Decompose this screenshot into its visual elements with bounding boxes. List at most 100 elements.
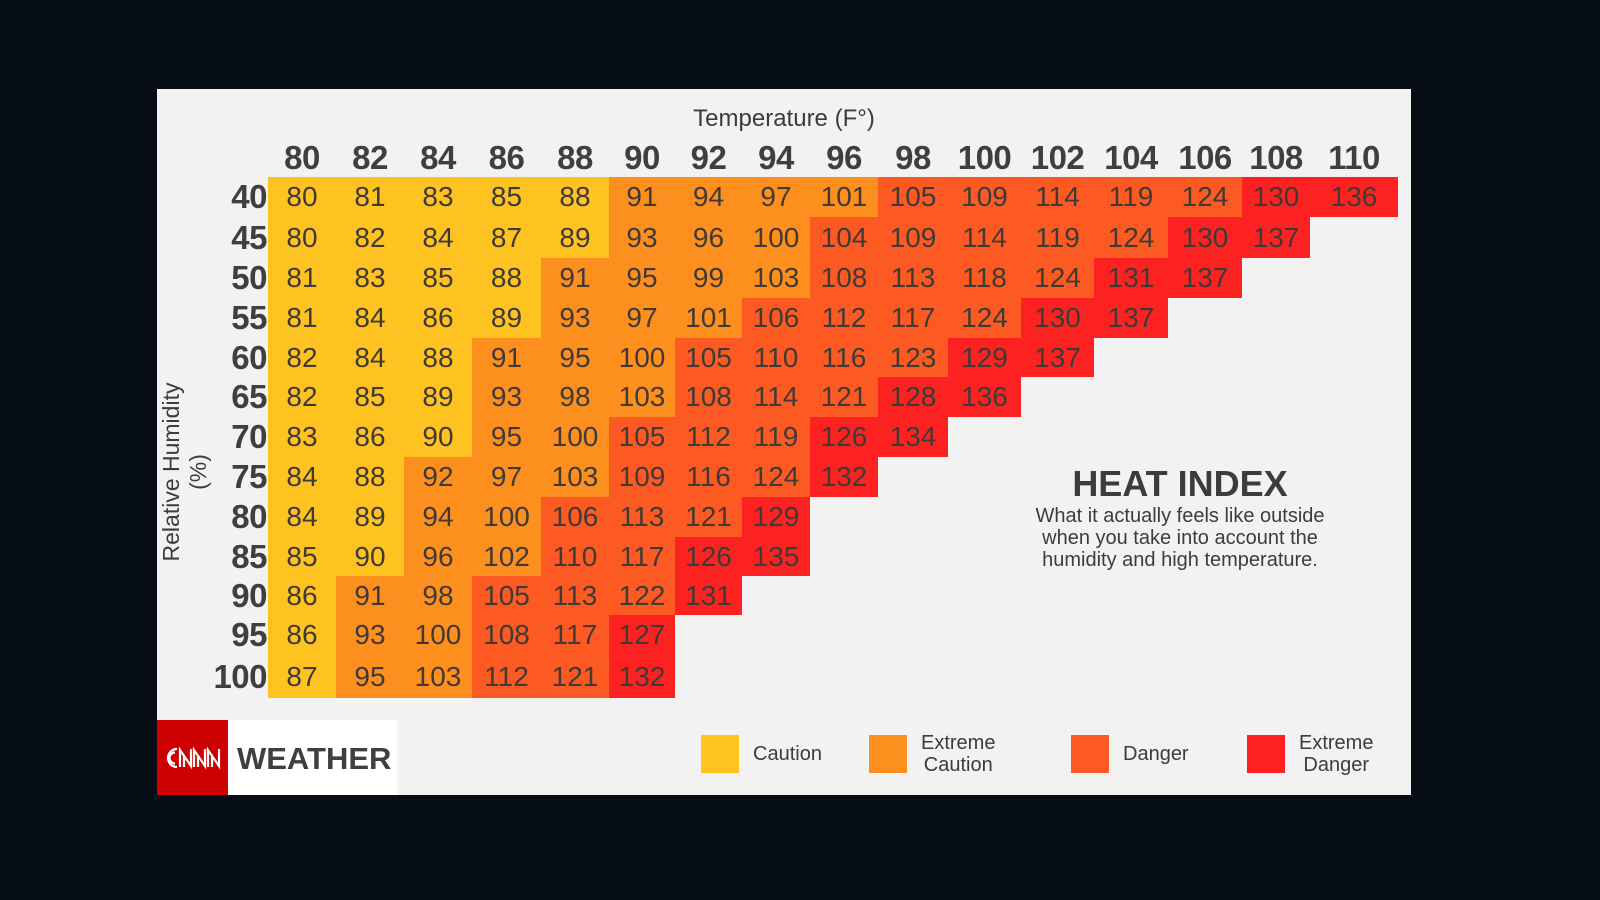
heat-index-cell: 105	[609, 417, 675, 457]
humidity-header: 70	[231, 418, 267, 455]
heat-index-cell: 81	[268, 258, 336, 298]
heat-index-cell: 131	[1094, 258, 1168, 298]
heat-index-cell: 85	[404, 258, 472, 298]
heat-index-cell: 130	[1021, 298, 1094, 338]
temperature-header: 104	[1104, 139, 1158, 176]
heat-index-cell: 131	[675, 576, 742, 615]
temperature-header: 94	[758, 139, 794, 176]
heat-index-cell: 83	[404, 177, 472, 217]
legend-label: Extreme Caution	[921, 732, 996, 776]
x-axis-title: Temperature (F°)	[157, 105, 1411, 133]
heat-index-cell: 97	[609, 298, 675, 338]
heat-index-cell: 98	[541, 377, 609, 417]
heat-index-cell: 101	[675, 298, 742, 338]
heat-index-cell: 129	[948, 338, 1021, 377]
legend: Caution Extreme Caution Danger Extreme Danger	[701, 732, 1411, 784]
heat-index-cell: 84	[336, 338, 404, 377]
legend-swatch-icon	[869, 735, 907, 773]
legend-item: Extreme Danger	[1247, 732, 1373, 776]
temperature-header: 82	[352, 139, 388, 176]
heat-index-cell: 126	[810, 417, 878, 457]
legend-swatch-icon	[701, 735, 739, 773]
humidity-header: 80	[231, 498, 267, 535]
heat-index-cell: 116	[810, 338, 878, 377]
heat-index-cell: 128	[878, 377, 948, 417]
temperature-header: 90	[624, 139, 660, 176]
heat-index-cell: 89	[472, 298, 541, 338]
humidity-header: 75	[231, 458, 267, 495]
temperature-header: 96	[826, 139, 862, 176]
heat-index-cell: 103	[742, 258, 810, 298]
legend-label: Caution	[753, 743, 822, 765]
heat-index-cell: 119	[742, 417, 810, 457]
heat-index-cell: 96	[675, 217, 742, 258]
humidity-header: 55	[231, 299, 267, 336]
heat-index-cell: 137	[1021, 338, 1094, 377]
heat-index-cell: 94	[404, 497, 472, 537]
heat-index-cell: 108	[472, 615, 541, 655]
heat-index-cell: 84	[336, 298, 404, 338]
legend-swatch-icon	[1071, 735, 1109, 773]
heat-index-cell: 100	[404, 615, 472, 655]
heat-index-cell: 132	[810, 457, 878, 497]
heat-index-cell: 88	[472, 258, 541, 298]
heat-index-cell: 112	[675, 417, 742, 457]
heat-index-cell: 113	[541, 576, 609, 615]
temperature-header: 106	[1178, 139, 1232, 176]
heat-index-cell: 117	[878, 298, 948, 338]
heat-index-cell: 100	[609, 338, 675, 377]
heat-index-cell: 112	[810, 298, 878, 338]
heat-index-cell: 96	[404, 537, 472, 576]
heat-index-cell: 95	[541, 338, 609, 377]
heat-index-cell: 86	[268, 615, 336, 655]
info-desc-line: humidity and high temperature.	[1042, 549, 1318, 571]
heat-index-cell: 95	[609, 258, 675, 298]
humidity-header: 65	[231, 378, 267, 415]
legend-label: Danger	[1123, 743, 1189, 765]
heat-index-cell: 84	[268, 497, 336, 537]
legend-item: Extreme Caution	[869, 732, 996, 776]
heat-index-cell: 92	[404, 457, 472, 497]
heat-index-cell: 127	[609, 615, 675, 655]
temperature-header: 108	[1249, 139, 1303, 176]
heat-index-info: HEAT INDEX What it actually feels like o…	[1005, 463, 1355, 571]
heat-index-cell: 90	[336, 537, 404, 576]
heat-index-cell: 134	[878, 417, 948, 457]
heat-index-cell: 132	[609, 655, 675, 698]
heat-index-cell: 124	[1094, 217, 1168, 258]
heat-index-cell: 129	[742, 497, 810, 537]
temperature-header: 88	[557, 139, 593, 176]
heat-index-cell: 119	[1094, 177, 1168, 217]
heat-index-cell: 100	[541, 417, 609, 457]
heat-index-cell: 91	[336, 576, 404, 615]
heat-index-cell: 121	[541, 655, 609, 698]
heat-index-cell: 124	[948, 298, 1021, 338]
heat-index-cell: 106	[541, 497, 609, 537]
heat-index-cell: 98	[404, 576, 472, 615]
heat-index-cell: 89	[404, 377, 472, 417]
heat-index-cell: 84	[268, 457, 336, 497]
heat-index-cell: 88	[404, 338, 472, 377]
humidity-header: 95	[231, 616, 267, 653]
heat-index-cell: 89	[541, 217, 609, 258]
humidity-header: 60	[231, 339, 267, 376]
heat-index-cell: 119	[1021, 217, 1094, 258]
heat-index-cell: 122	[609, 576, 675, 615]
heat-index-cell: 118	[948, 258, 1021, 298]
temperature-header: 92	[690, 139, 727, 176]
legend-swatch-icon	[1247, 735, 1285, 773]
heat-index-cell: 136	[1310, 177, 1398, 217]
temperature-header: 102	[1030, 139, 1085, 176]
heat-index-cell: 94	[675, 177, 742, 217]
heat-index-cell: 93	[472, 377, 541, 417]
heat-index-cell: 124	[1021, 258, 1094, 298]
heat-index-cell: 93	[541, 298, 609, 338]
heat-index-cell: 82	[268, 377, 336, 417]
heat-index-cell: 109	[609, 457, 675, 497]
heat-index-cell: 130	[1168, 217, 1242, 258]
heat-index-cell: 97	[742, 177, 810, 217]
heat-index-cell: 110	[742, 338, 810, 377]
heat-index-cell: 105	[878, 177, 948, 217]
heat-index-cell: 137	[1242, 217, 1310, 258]
heat-index-cell: 123	[878, 338, 948, 377]
